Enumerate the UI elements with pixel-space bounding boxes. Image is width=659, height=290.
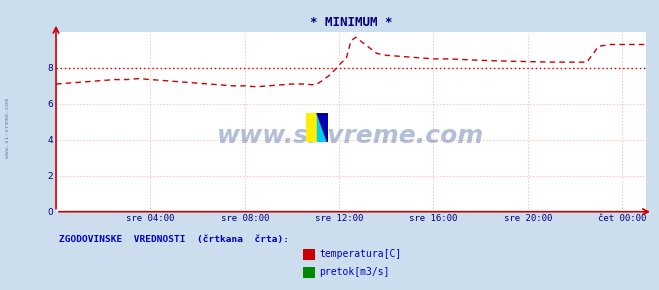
Text: www.si-vreme.com: www.si-vreme.com bbox=[217, 124, 484, 148]
Bar bbox=[306, 113, 317, 142]
Text: temperatura[C]: temperatura[C] bbox=[320, 249, 402, 259]
Text: www.si-vreme.com: www.si-vreme.com bbox=[5, 98, 11, 157]
Polygon shape bbox=[317, 113, 328, 142]
Title: * MINIMUM *: * MINIMUM * bbox=[310, 16, 392, 29]
Text: ZGODOVINSKE  VREDNOSTI  (črtkana  črta):: ZGODOVINSKE VREDNOSTI (črtkana črta): bbox=[59, 235, 289, 244]
Text: pretok[m3/s]: pretok[m3/s] bbox=[320, 267, 390, 277]
Bar bbox=[317, 113, 328, 142]
